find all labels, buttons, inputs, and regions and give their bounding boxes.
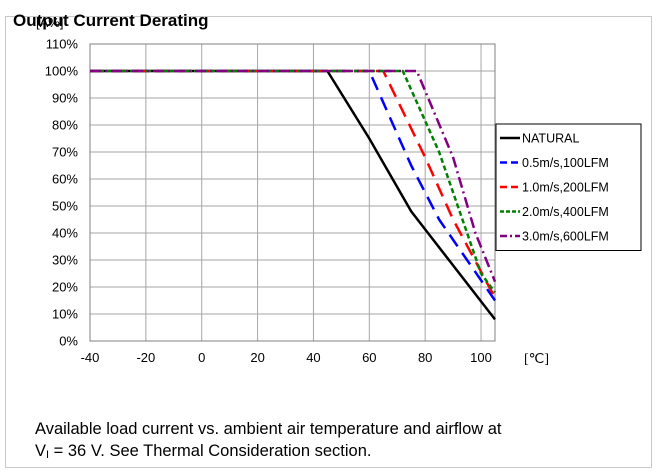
legend-label-0: NATURAL xyxy=(522,132,579,146)
plot-area xyxy=(89,43,496,342)
series-line-2 xyxy=(90,69,497,299)
y-tick-label: 10% xyxy=(52,307,78,322)
derating-chart: 0% 10% 20% 30% 40% 50% 60% 70% 80% 90% 100% 110% -4… xyxy=(36,17,642,367)
y-tick-label: 60% xyxy=(52,172,78,187)
legend-label-4: 3.0m/s,600LFM xyxy=(522,230,609,244)
y-tick-label: 0% xyxy=(59,334,78,349)
y-tick-label: 110% xyxy=(46,37,79,52)
series-line-0 xyxy=(90,69,496,321)
section-header: Output Current Derating xyxy=(13,11,209,30)
grid xyxy=(90,44,495,341)
caption-line-2: VI = 36 V. See Thermal Consideration sec… xyxy=(35,440,645,466)
caption-v: V xyxy=(35,442,47,460)
series-line-3 xyxy=(90,69,497,294)
y-tick-label: 50% xyxy=(52,199,78,214)
y-axis: 0% 10% 20% 30% 40% 50% 60% 70% 80% 90% 100% 110% xyxy=(45,37,79,349)
legend-label-3: 2.0m/s,400LFM xyxy=(522,205,609,219)
x-tick-label: -40 xyxy=(81,350,100,365)
y-tick-label: 40% xyxy=(52,226,78,241)
legend: NATURAL 0.5m/s,100LFM 1.0m/s,200LFM 2.0m/s,… xyxy=(495,123,642,251)
legend-box xyxy=(495,123,642,251)
x-tick-label: 100 xyxy=(470,350,492,365)
y-tick-label: 20% xyxy=(52,280,78,295)
legend-label-2: 1.0m/s,200LFM xyxy=(522,181,609,195)
x-tick-label: 80 xyxy=(418,350,432,365)
x-tick-label: 20 xyxy=(250,350,264,365)
series-line-4 xyxy=(90,69,497,283)
caption-line-1: Available load current vs. ambient air t… xyxy=(35,420,502,438)
y-tick-label: 100% xyxy=(45,64,79,79)
x-axis-label: [℃] xyxy=(524,352,549,367)
y-tick-label: 90% xyxy=(52,91,78,106)
x-tick-label: 60 xyxy=(362,350,376,365)
x-tick-label: 0 xyxy=(198,350,205,365)
legend-label-1: 0.5m/s,100LFM xyxy=(522,156,609,170)
figure-frame: Output Current Derating 0% 10% 20% 30% 40% 50… xyxy=(5,11,652,468)
x-tick-label: 40 xyxy=(306,350,320,365)
caption-v-subscript: I xyxy=(46,449,50,461)
caption-rest: = 36 V. See Thermal Consideration sectio… xyxy=(49,442,372,460)
series-lines xyxy=(90,69,497,321)
y-tick-label: 30% xyxy=(52,253,78,268)
y-tick-label: 70% xyxy=(52,145,78,160)
series-line-1 xyxy=(90,69,497,302)
figure-caption: Available load current vs. ambient air t… xyxy=(35,418,645,466)
y-tick-label: 80% xyxy=(52,118,78,133)
x-tick-label: -20 xyxy=(136,350,155,365)
y-axis-label: [A%] xyxy=(36,17,63,30)
x-axis: -40 -20 0 20 40 60 80 100 xyxy=(81,350,492,365)
